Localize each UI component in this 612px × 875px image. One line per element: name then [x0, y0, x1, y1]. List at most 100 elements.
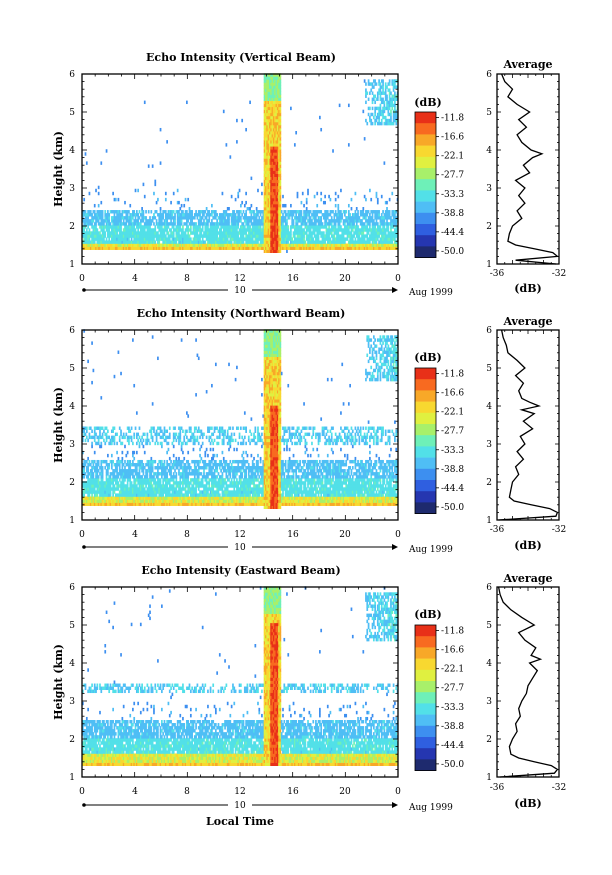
echo-cell [101, 222, 104, 226]
echo-cell [151, 402, 154, 406]
echo-cell [208, 237, 211, 241]
echo-cell [134, 228, 137, 232]
echo-cell [247, 222, 250, 226]
echo-cell [249, 231, 251, 235]
echo-cell [124, 466, 126, 470]
echo-cell [84, 219, 87, 223]
echo-cell [117, 213, 120, 217]
echo-cell [274, 140, 276, 144]
echo-cell [149, 234, 151, 238]
echo-cell [138, 469, 141, 473]
echo-cell [241, 231, 244, 235]
echo-cell [179, 243, 182, 247]
echo-cell [212, 234, 215, 238]
echo-cell [388, 213, 391, 217]
echo-cell [110, 231, 113, 235]
echo-cell [274, 216, 276, 220]
echo-cell [262, 213, 265, 217]
echo-cell [320, 219, 323, 223]
echo-cell [379, 88, 382, 92]
echo-cell [268, 173, 271, 177]
echo-cell [179, 246, 182, 250]
colorbar-swatch [415, 156, 436, 169]
echo-cell [178, 216, 180, 220]
echo-cell [317, 234, 320, 238]
echo-cell [110, 210, 113, 214]
echo-cell [100, 216, 103, 220]
echo-cell [272, 243, 275, 247]
echo-cell [132, 246, 134, 250]
echo-cell [216, 222, 219, 226]
echo-cell [92, 368, 95, 373]
echo-cell [334, 197, 337, 202]
echo-cell [92, 234, 95, 238]
echo-cell [238, 213, 241, 217]
echo-cell [109, 484, 112, 488]
echo-cell [193, 246, 196, 250]
echo-cell [118, 243, 121, 247]
echo-cell [85, 228, 88, 232]
echo-cell [214, 243, 217, 247]
echo-cell [275, 124, 278, 129]
echo-cell [171, 225, 174, 229]
echo-cell [91, 493, 93, 497]
echo-cell [113, 438, 116, 443]
echo-cell [164, 222, 167, 226]
echo-cell [272, 231, 275, 235]
echo-cell [174, 228, 176, 232]
echo-cell [114, 222, 117, 226]
echo-cell [91, 213, 93, 217]
echo-cell [267, 158, 270, 162]
average-title: Average [502, 58, 552, 71]
echo-cell [362, 231, 365, 235]
echo-cell [218, 243, 221, 247]
echo-cell [263, 152, 266, 156]
echo-cell [125, 246, 128, 250]
echo-cell [214, 228, 217, 232]
echo-cell [113, 210, 116, 214]
echo-cell [275, 106, 278, 111]
echo-cell [365, 88, 367, 92]
echo-cell [237, 219, 240, 223]
echo-cell [267, 127, 270, 132]
echo-cell [266, 109, 269, 114]
echo-cell [250, 231, 253, 235]
echo-cell [245, 216, 247, 220]
echo-cell [162, 481, 165, 485]
echo-cell [237, 210, 240, 214]
echo-cell [238, 216, 241, 220]
echo-cell [222, 243, 225, 247]
echo-cell [97, 240, 100, 244]
echo-cell [146, 222, 149, 226]
echo-cell [175, 234, 178, 238]
echo-cell [347, 228, 350, 232]
echo-cell [205, 243, 208, 247]
echo-cell [186, 210, 188, 214]
echo-cell [266, 121, 269, 126]
echo-cell [99, 210, 101, 214]
echo-cell [250, 213, 253, 217]
echo-cell [270, 240, 272, 244]
echo-cell [279, 179, 282, 184]
echo-cell [151, 219, 154, 223]
echo-cell [129, 240, 132, 244]
average-x-label: (dB) [514, 282, 541, 295]
echo-cell [124, 231, 126, 235]
echo-cell [200, 240, 203, 244]
echo-cell [274, 161, 276, 165]
echo-cell [121, 466, 124, 470]
colorbar-level-label: -38.8 [441, 209, 464, 219]
echo-cell [272, 152, 275, 156]
echo-cell [118, 213, 121, 217]
echo-cell [217, 237, 220, 241]
echo-cell [125, 213, 128, 217]
echo-cell [238, 188, 241, 193]
echo-cell [272, 173, 275, 177]
echo-cell [274, 149, 276, 153]
echo-cell [268, 210, 271, 214]
echo-cell [113, 484, 116, 488]
echo-cell [105, 432, 108, 437]
echo-cell [246, 222, 249, 226]
echo-cell [105, 222, 108, 226]
echo-cell [113, 225, 116, 229]
